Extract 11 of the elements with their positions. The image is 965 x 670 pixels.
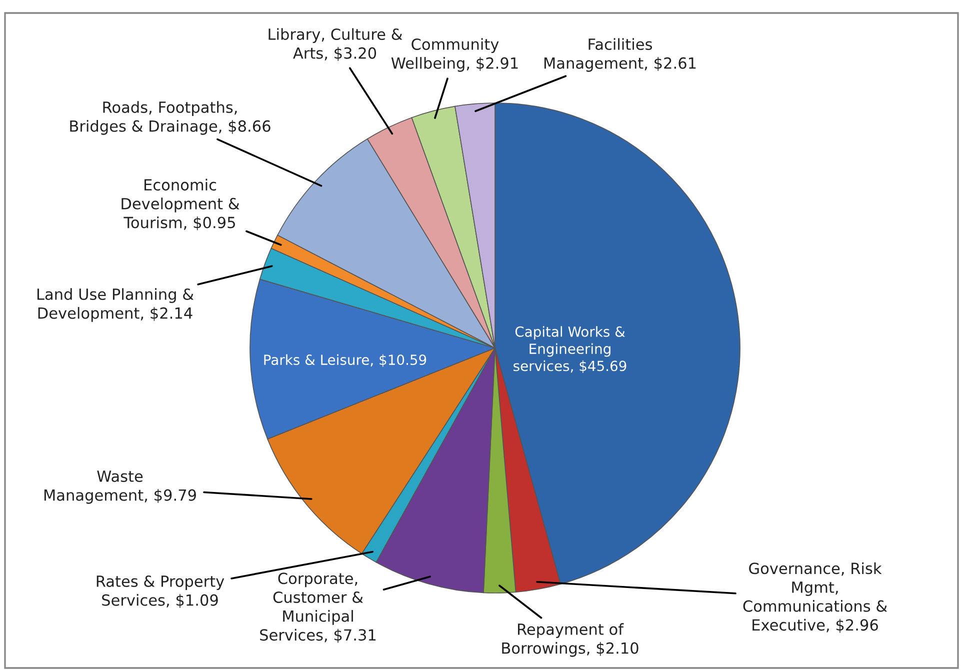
slice-label: Land Use Planning & Development, $2.14: [37, 288, 194, 322]
slice-label: Governance, Risk Mgmt, Communications & Executive, $2.96: [743, 562, 888, 633]
slice-label: Rates & Property Services, $1.09: [96, 575, 224, 608]
slice-label: Facilities Management, $2.61: [544, 38, 696, 72]
slice-label: Repayment of Borrowings, $2.10: [502, 623, 638, 657]
slice-label: Roads, Footpaths, Bridges & Drainage, $8.66: [70, 101, 270, 135]
slice-label: Capital Works & Engineering services, $45.69: [514, 326, 626, 374]
slice-label: Corporate, Customer & Municipal Services, $7.31: [260, 572, 376, 643]
slice-label: Economic Development & Tourism, $0.95: [122, 178, 240, 230]
slice-label: Parks & Leisure, $10.59: [264, 354, 426, 367]
slice-label: Waste Management, $9.79: [44, 470, 196, 504]
